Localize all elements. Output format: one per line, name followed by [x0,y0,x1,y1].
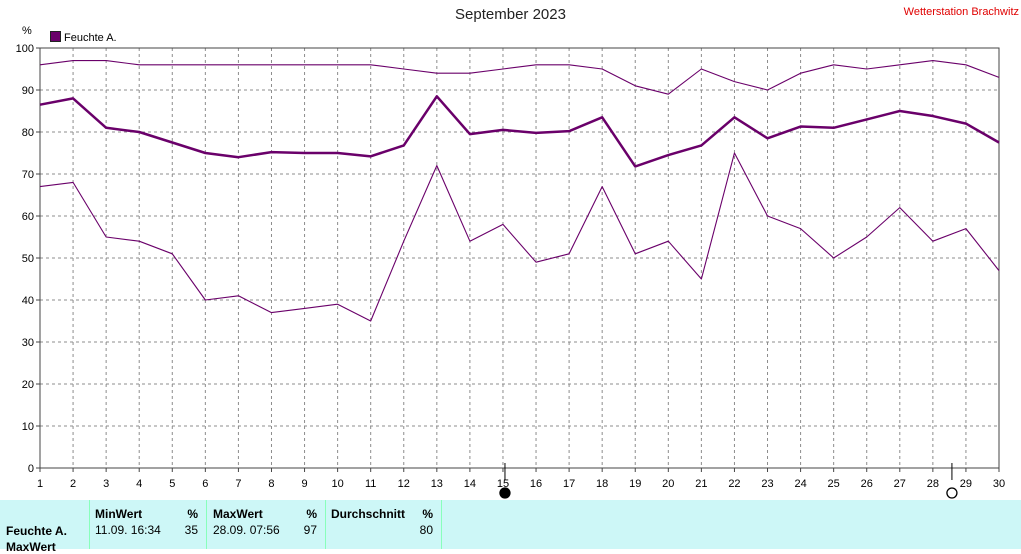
max-header: MaxWert [213,507,263,521]
x-tick-label: 15 [497,478,509,490]
stats-row-label: Feuchte A. [6,524,67,538]
station-name: Wetterstation Brachwitz [903,6,1019,18]
avg-unit: % [422,507,433,521]
y-axis-unit: % [22,25,32,37]
min-cell: MinWert % 11.09. 16:34 35 [89,500,206,549]
stats-row-label-2: MaxWert [6,540,56,554]
x-tick-label: 25 [828,478,840,490]
y-tick-label: 50 [22,253,34,265]
chart-title: September 2023 [455,6,566,23]
y-tick-label: 60 [22,211,34,223]
x-tick-label: 19 [629,478,641,490]
max-cell: MaxWert % 28.09. 07:56 97 [206,500,325,549]
x-tick-label: 9 [301,478,307,490]
x-tick-label: 6 [202,478,208,490]
y-tick-label: 100 [16,43,34,55]
max-time: 28.09. 07:56 [213,523,280,537]
y-tick-label: 90 [22,85,34,97]
new-moon-icon [499,487,511,499]
avg-cell: Durchschnitt % 80 [325,500,442,549]
x-tick-label: 30 [993,478,1005,490]
x-tick-label: 26 [861,478,873,490]
x-tick-label: 4 [136,478,142,490]
x-tick-label: 5 [169,478,175,490]
x-tick-label: 7 [235,478,241,490]
y-tick-label: 0 [28,463,34,475]
y-tick-label: 10 [22,421,34,433]
x-tick-label: 18 [596,478,608,490]
legend-swatch [50,31,61,42]
x-tick-label: 13 [431,478,443,490]
y-tick-label: 30 [22,337,34,349]
x-tick-label: 29 [960,478,972,490]
y-tick-label: 70 [22,169,34,181]
max-value: 97 [303,523,317,537]
x-tick-label: 11 [365,478,376,490]
x-tick-label: 8 [268,478,274,490]
y-tick-label: 80 [22,127,34,139]
x-tick-label: 12 [398,478,410,490]
x-tick-label: 2 [70,478,76,490]
series-line-avg [39,95,1000,168]
min-time: 11.09. 16:34 [95,523,161,537]
min-value: 35 [184,523,198,537]
x-tick-label: 16 [530,478,542,490]
min-header: MinWert [95,507,143,521]
x-tick-label: 23 [761,478,773,490]
y-tick-label: 20 [22,379,34,391]
x-tick-label: 20 [662,478,674,490]
x-tick-label: 22 [728,478,740,490]
x-tick-label: 27 [894,478,906,490]
x-tick-label: 10 [331,478,343,490]
x-tick-label: 28 [927,478,939,490]
x-tick-label: 21 [695,478,707,490]
min-unit: % [187,507,198,521]
avg-header: Durchschnitt [331,507,406,521]
full-moon-icon [946,487,958,499]
max-unit: % [306,507,317,521]
legend-label: Feuchte A. [64,32,117,44]
x-tick-label: 24 [794,478,806,490]
stats-panel: Feuchte A. MaxWert MinWert % 11.09. 16:3… [0,500,1021,554]
plot-frame [39,47,1000,469]
legend: Feuchte A. [50,31,117,44]
avg-value: 80 [419,523,433,537]
series-line-max [39,60,1000,95]
x-tick-label: 17 [563,478,575,490]
x-tick-label: 14 [464,478,476,490]
x-tick-label: 3 [103,478,109,490]
x-tick-label: 1 [37,478,43,490]
series-line-min [39,152,1000,322]
y-tick-label: 40 [22,295,34,307]
